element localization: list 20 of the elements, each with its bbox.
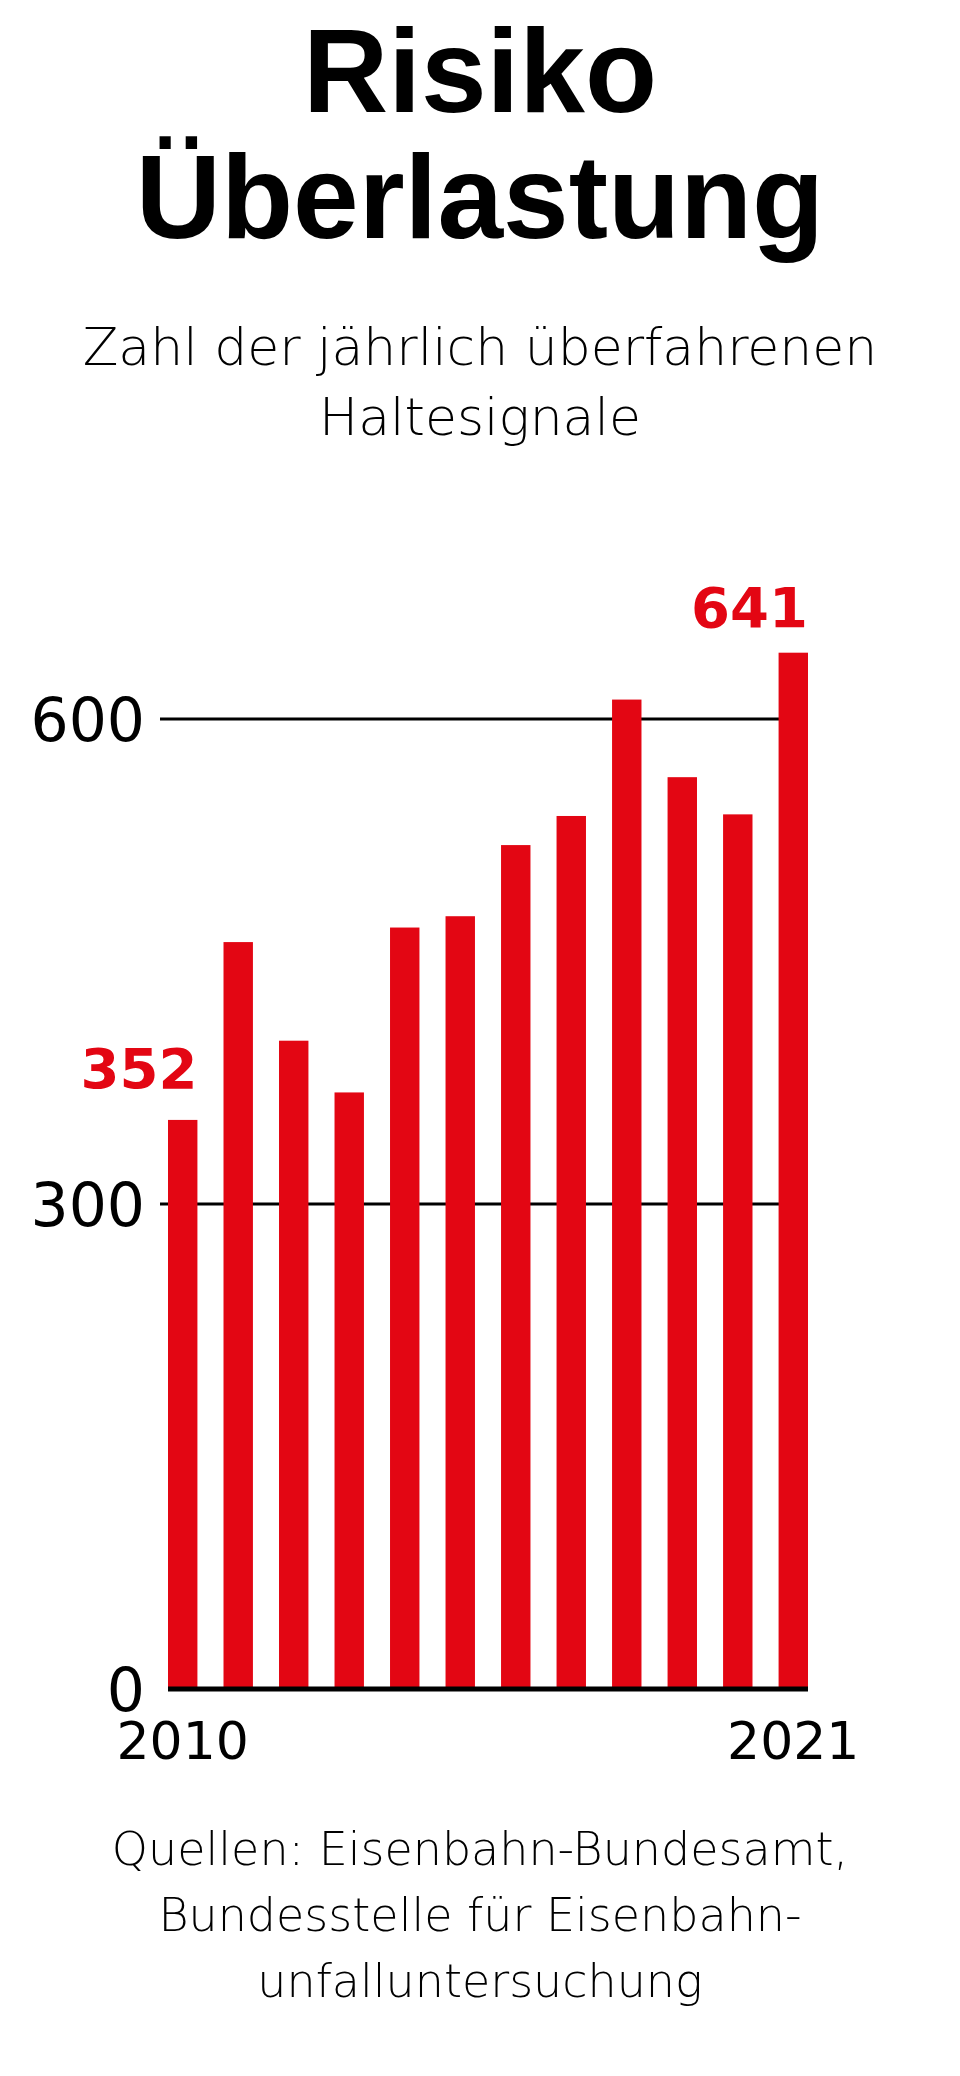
- bar: [334, 1092, 364, 1689]
- bar: [778, 652, 808, 1689]
- chart-title: Risiko Überlastung: [135, 5, 825, 263]
- bar: [168, 1119, 198, 1689]
- source-note: Quellen: Eisenbahn-Bundesamt, Bundesstelle für Eisenbahn- unfalluntersuchung: [111, 1822, 849, 2008]
- bar: [223, 942, 253, 1689]
- bar: [556, 815, 586, 1689]
- bar: [612, 699, 642, 1689]
- x-tick-label: 2021: [727, 1711, 860, 1771]
- chart-subtitle: Zahl der jährlich überfahrenen Haltesignale: [82, 317, 878, 447]
- y-tick-label: 300: [30, 1169, 145, 1240]
- bar: [390, 927, 420, 1689]
- data-label: 641: [691, 574, 808, 640]
- bar: [723, 814, 753, 1689]
- bar: [667, 777, 697, 1689]
- data-label: 352: [80, 1035, 198, 1101]
- bar: [279, 1040, 309, 1689]
- bar: [445, 916, 475, 1689]
- bar: [501, 845, 531, 1689]
- y-tick-label: 600: [30, 684, 145, 755]
